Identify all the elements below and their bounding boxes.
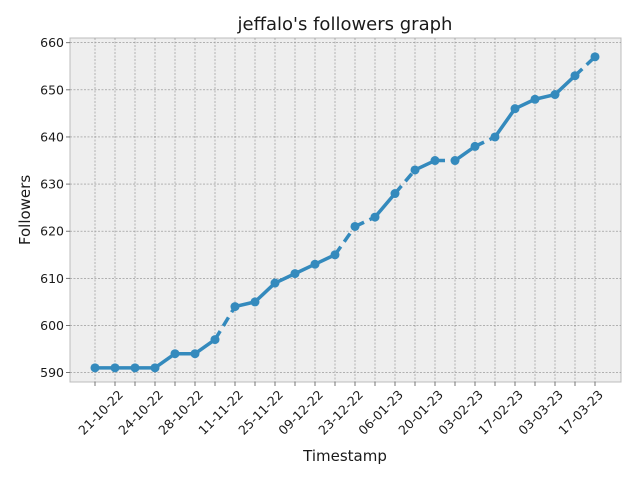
data-point	[310, 259, 320, 269]
y-tick-label: 650	[40, 82, 64, 97]
data-point	[470, 141, 480, 151]
grid	[70, 38, 621, 382]
line-segment	[573, 55, 597, 77]
y-tick-label: 610	[40, 271, 64, 286]
data-point	[230, 302, 240, 312]
line-segment	[493, 107, 517, 138]
data-point	[210, 335, 220, 345]
line-segment	[333, 225, 357, 256]
data-point	[110, 363, 120, 373]
y-tick-label: 600	[40, 318, 64, 333]
y-tick-label: 630	[40, 177, 64, 192]
y-tick-label: 660	[40, 35, 64, 50]
data-point	[150, 363, 160, 373]
data-point	[410, 165, 420, 175]
data-point	[290, 269, 300, 279]
data-point	[370, 212, 380, 222]
data-point	[270, 278, 280, 288]
data-point	[350, 221, 360, 231]
y-axis-ticks: 590 600 610 620 630 640 650 660	[40, 35, 70, 380]
data-point	[430, 156, 440, 166]
y-axis-label: Followers	[16, 175, 34, 245]
data-point	[330, 250, 340, 260]
data-point	[590, 52, 600, 62]
chart-title: jeffalo's followers graph	[237, 14, 453, 35]
data-point	[250, 297, 260, 307]
x-axis-ticks: 21-10-2224-10-2228-10-2211-11-2225-11-22…	[75, 382, 606, 438]
data-point	[550, 90, 560, 100]
data-point	[490, 132, 500, 142]
data-point	[530, 94, 540, 104]
line-segment	[393, 168, 417, 195]
line-segment	[553, 74, 577, 96]
plot-background	[69, 37, 622, 383]
y-tick-label: 620	[40, 224, 64, 239]
data-point	[450, 156, 460, 166]
y-tick-label: 640	[40, 129, 64, 144]
y-tick-label: 590	[40, 365, 64, 380]
data-point	[170, 349, 180, 359]
x-axis-label: Timestamp	[302, 447, 387, 465]
data-point	[570, 71, 580, 81]
data-point	[390, 189, 400, 199]
series-points	[90, 52, 600, 373]
line-segment	[213, 305, 237, 341]
line-segment	[253, 281, 277, 304]
data-point	[510, 104, 520, 114]
data-point	[130, 363, 140, 373]
data-point	[90, 363, 100, 373]
line-segment	[373, 192, 397, 219]
data-point	[190, 349, 200, 359]
